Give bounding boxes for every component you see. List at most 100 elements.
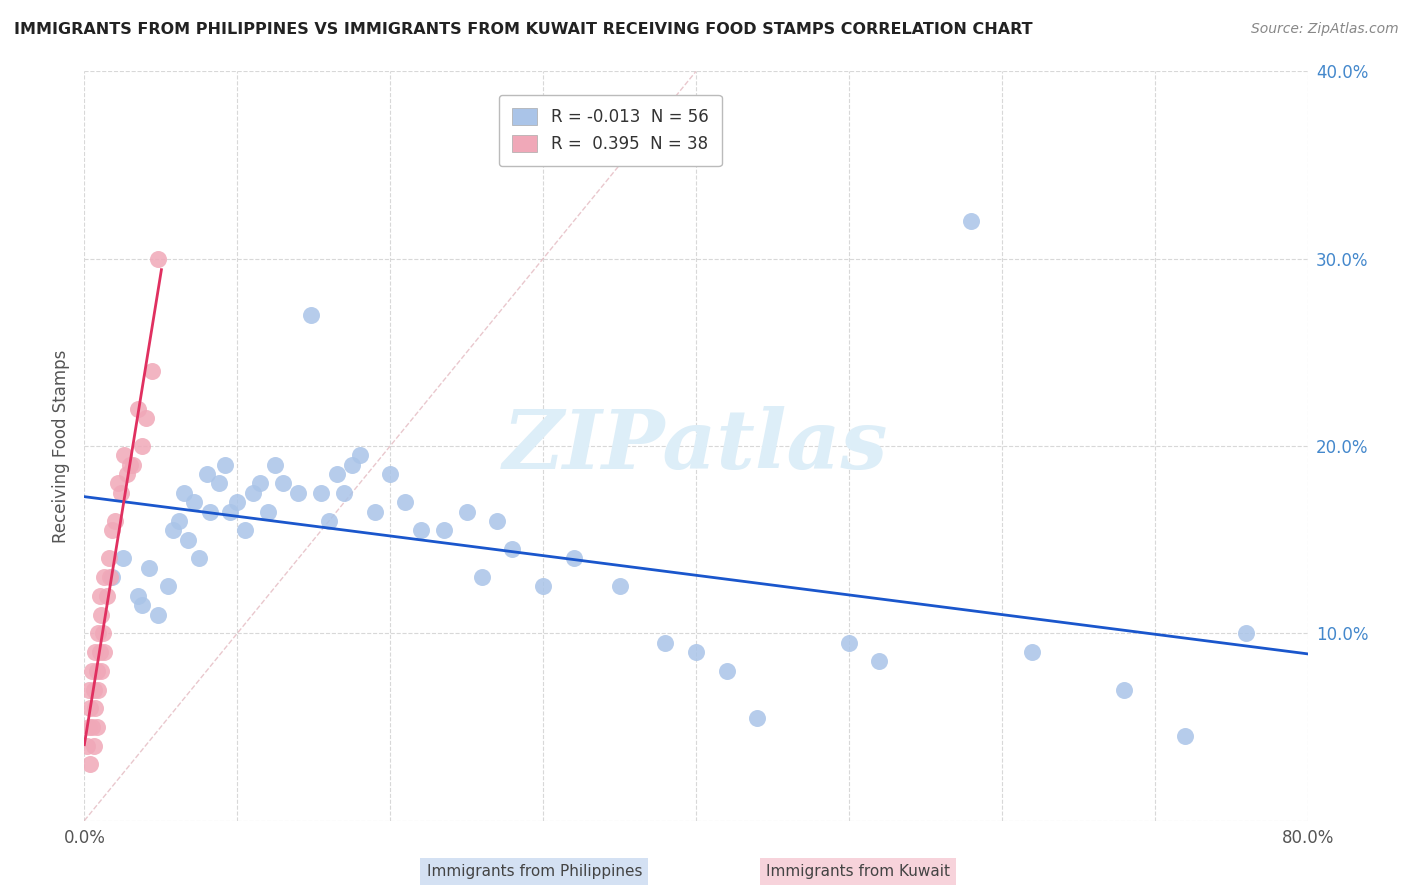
Point (98, 570, 121, 584)
Point (84, 701, 107, 715)
Point (104, 514, 127, 528)
Point (218, 505, 240, 519)
Point (271, 476, 294, 491)
Point (90, 664, 112, 678)
Point (146, 252, 169, 266)
Text: ZIPatlas: ZIPatlas (503, 406, 889, 486)
Point (685, 645, 707, 659)
Point (257, 505, 280, 519)
Point (333, 486, 356, 500)
Point (76, 739, 98, 753)
Point (157, 580, 180, 594)
Point (112, 449, 135, 463)
Point (299, 308, 322, 322)
Point (173, 486, 195, 500)
Point (138, 561, 160, 575)
Point (146, 607, 169, 622)
Point (127, 589, 149, 603)
Point (122, 458, 145, 472)
Point (531, 580, 554, 594)
Point (325, 467, 347, 482)
Point (214, 458, 236, 472)
Point (349, 449, 371, 463)
Point (115, 467, 138, 482)
Point (135, 411, 157, 425)
Point (79, 757, 101, 772)
Point (311, 486, 333, 500)
Point (162, 524, 184, 538)
Point (562, 551, 585, 566)
Point (869, 655, 891, 669)
Point (1174, 730, 1197, 744)
Text: IMMIGRANTS FROM PHILIPPINES VS IMMIGRANTS FROM KUWAIT RECEIVING FOOD STAMPS CORR: IMMIGRANTS FROM PHILIPPINES VS IMMIGRANT… (14, 22, 1032, 37)
Point (89, 645, 111, 659)
Point (838, 635, 860, 649)
Point (1114, 682, 1136, 697)
Point (249, 476, 271, 491)
Point (242, 486, 264, 500)
Point (1236, 626, 1258, 640)
Point (131, 599, 153, 613)
Point (79, 701, 101, 715)
Point (84, 645, 107, 659)
Point (97, 551, 120, 566)
Point (86, 664, 108, 678)
Point (409, 524, 432, 538)
Point (1021, 645, 1043, 659)
Point (654, 635, 676, 649)
Point (233, 524, 256, 538)
Point (716, 664, 738, 678)
Point (96, 589, 118, 603)
Point (120, 458, 142, 472)
Point (87, 626, 110, 640)
Point (226, 495, 249, 509)
Point (456, 505, 478, 519)
Point (364, 505, 387, 519)
Legend: R = -0.013  N = 56, R =  0.395  N = 38: R = -0.013 N = 56, R = 0.395 N = 38 (499, 95, 721, 166)
Point (380, 467, 402, 482)
Point (287, 486, 309, 500)
Text: Source: ZipAtlas.com: Source: ZipAtlas.com (1251, 22, 1399, 37)
Point (87, 682, 110, 697)
Point (198, 505, 221, 519)
Point (77, 720, 100, 734)
Point (208, 476, 231, 491)
Point (609, 580, 631, 594)
Point (93, 570, 115, 584)
Point (77, 682, 100, 697)
Point (747, 710, 769, 724)
Point (141, 364, 163, 378)
Text: Immigrants from Philippines: Immigrants from Philippines (426, 863, 643, 879)
Point (195, 467, 218, 482)
Point (83, 739, 105, 753)
Point (960, 214, 983, 228)
Point (318, 514, 340, 528)
Point (80, 664, 103, 678)
Point (340, 458, 363, 472)
Point (177, 533, 200, 547)
Point (90, 607, 112, 622)
Point (167, 514, 190, 528)
Point (101, 524, 124, 538)
Point (188, 551, 211, 566)
Point (111, 551, 134, 566)
Point (394, 495, 416, 509)
Point (471, 570, 494, 584)
Point (433, 524, 456, 538)
Point (107, 476, 129, 491)
Point (101, 570, 124, 584)
Point (486, 514, 509, 528)
Point (127, 401, 149, 416)
Point (93, 645, 115, 659)
Y-axis label: Receiving Food Stamps: Receiving Food Stamps (52, 350, 70, 542)
Point (86, 720, 108, 734)
Point (183, 495, 205, 509)
Point (91, 626, 114, 640)
Text: Immigrants from Kuwait: Immigrants from Kuwait (766, 863, 949, 879)
Point (80, 720, 103, 734)
Point (89, 589, 111, 603)
Point (131, 439, 153, 453)
Point (502, 542, 524, 557)
Point (264, 458, 287, 472)
Point (110, 486, 132, 500)
